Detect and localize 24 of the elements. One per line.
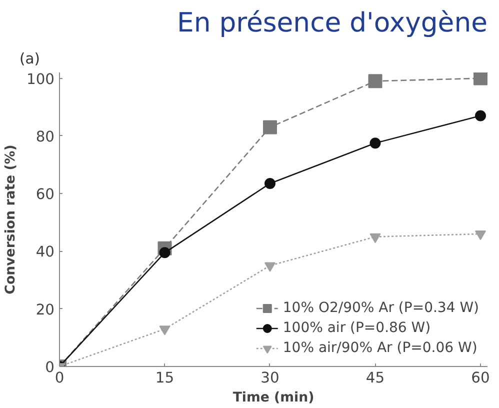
point	[368, 74, 382, 88]
legend-label: 10% air/90% Ar (P=0.06 W)	[282, 340, 478, 356]
point	[262, 120, 277, 134]
y-axis-title: Conversion rate (%)	[4, 144, 19, 294]
y-tick-label: 40	[36, 244, 55, 261]
x-tick-label: 15	[155, 370, 174, 386]
chart-title: En présence d'oxygène	[176, 8, 488, 38]
point	[473, 72, 488, 86]
point	[264, 178, 276, 189]
x-tick-label: 30	[260, 370, 280, 386]
legend-label: 10% O2/90% Ar (P=0.34 W)	[282, 300, 479, 316]
y-tick-label: 80	[36, 128, 55, 146]
text: (a)	[20, 50, 40, 68]
y-tick-label: 0	[45, 359, 55, 376]
point	[370, 138, 381, 149]
y-tick-label: 60	[36, 186, 55, 204]
point	[474, 110, 486, 122]
x-axis-title: Time (min)	[232, 390, 314, 406]
legend-label: 100% air (P=0.86 W)	[282, 320, 431, 336]
point	[159, 247, 170, 258]
y-tick-label: 100	[26, 70, 55, 88]
x-tick-label: 60	[471, 370, 490, 386]
y-tick-label: 20	[36, 301, 55, 318]
x-tick-label: 45	[366, 370, 385, 386]
